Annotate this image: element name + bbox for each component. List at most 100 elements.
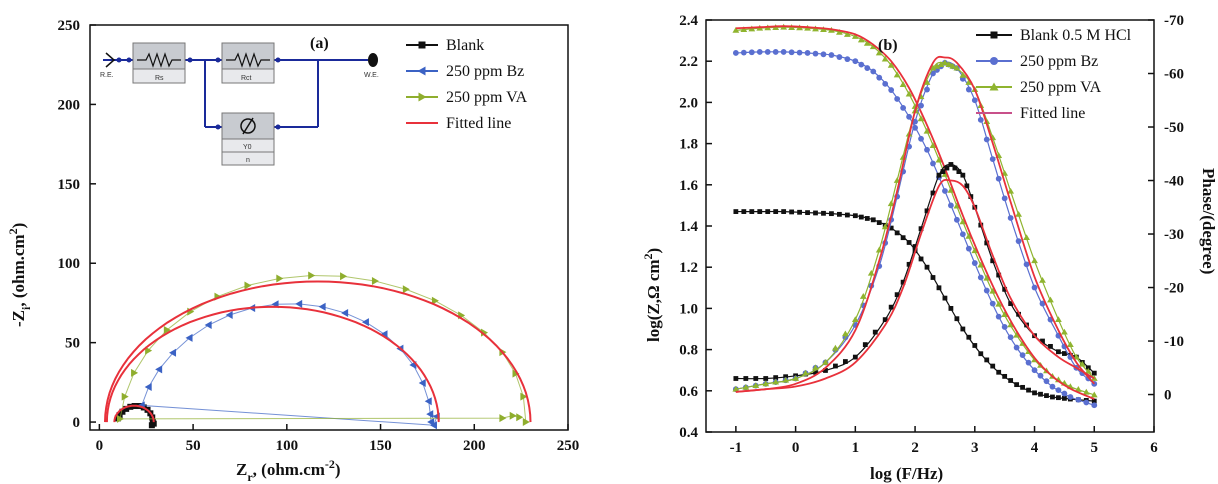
data-point [968,194,974,199]
data-point [906,261,912,267]
panel-b: -1 0 1 2 3 4 5 60.40.60.81.01.21.41.61.82.02.22… [641,13,1218,483]
data-point [983,274,991,281]
data-point [1023,234,1030,240]
data-point [899,81,907,87]
data-point [789,209,795,215]
data-point [773,375,779,381]
work-electrode-icon [368,53,378,67]
data-point [788,49,795,56]
y-tick-label: 0.8 [679,343,698,359]
data-point [752,382,760,389]
data-point [971,247,979,254]
data-point [773,209,779,214]
data-point [918,102,924,109]
data-point [204,321,212,330]
node-dot [215,124,221,130]
cpe-label1: Y0 [243,144,252,151]
data-point [732,385,740,392]
data-point [741,209,747,214]
data-point [1091,398,1097,404]
data-point [953,64,961,71]
data-point [956,169,962,175]
series-line [735,55,1095,393]
data-point [870,217,876,223]
data-point [900,104,907,111]
axis-ticks-a: 0 50 100 150 200 250 0 50 100 150 200 250 [58,18,580,454]
legend-label: Fitted line [446,115,511,132]
legend-label: 250 ppm VA [1020,79,1102,96]
x-tick-label: 4 [1031,440,1039,456]
data-point [763,376,769,381]
data-point [930,190,936,196]
data-point [837,211,842,217]
data-point [929,64,937,71]
data-point [863,39,871,46]
data-point [732,50,739,56]
data-point [144,382,152,391]
y-tick-label: 1.2 [679,260,698,276]
data-point [1078,360,1086,367]
data-point [805,210,810,216]
data-point [1026,387,1031,393]
x-axis-label-a: Zr, (ohm.cm-2) [236,457,341,484]
y-tick-label: 2.0 [679,95,698,111]
y-tick-label: 1.6 [679,178,698,194]
series-line [735,178,1095,393]
data-point [822,359,829,365]
data-point [959,231,966,238]
cpe-phase-slash [242,117,254,135]
series-connector-line [141,303,438,426]
series-line [735,210,1095,402]
legend-label: Fitted line [1020,105,1085,122]
data-point [990,258,996,264]
data-point [983,136,990,143]
y2-tick-label: -70 [1164,13,1184,29]
x-tick-label: 1 [852,440,860,456]
data-point [1066,341,1074,348]
data-point [965,79,973,85]
data-point [966,334,972,340]
node-dot [187,57,193,63]
y-tick-label: 1.8 [679,137,698,153]
rs-label-box [132,68,186,84]
data-point [481,328,489,337]
data-point [917,115,925,122]
data-point [952,165,958,171]
data-point [977,274,984,281]
data-point [1072,353,1080,360]
data-point [867,269,875,276]
x-tick-label: 50 [186,438,201,454]
data-point [1031,284,1038,291]
data-point [318,302,326,311]
data-point [1067,394,1074,400]
data-point [780,49,787,55]
data-point [781,209,787,214]
data-point [852,58,859,65]
y-tick-label: 200 [58,97,81,113]
data-point [1091,370,1097,376]
data-point [1008,301,1014,306]
y-tick-label: 0 [73,415,81,431]
data-point [949,62,957,69]
legend-marker [418,41,426,49]
data-point [1062,351,1067,356]
data-point [1008,378,1014,383]
data-point [772,378,780,385]
data-point [977,261,985,268]
fitted-line-arc [113,404,155,423]
data-point [876,220,882,225]
data-point [933,62,941,69]
data-point [1013,331,1021,338]
data-point [119,408,126,415]
data-point [520,392,528,401]
data-point [1001,324,1008,330]
data-point [841,330,849,337]
node-dot [215,57,221,63]
data-point [1025,359,1032,366]
data-point [820,51,827,58]
data-point [876,74,883,81]
data-point [1002,373,1008,379]
data-point [748,49,755,56]
data-point [869,43,877,50]
y2-tick-label: -10 [1164,334,1184,350]
